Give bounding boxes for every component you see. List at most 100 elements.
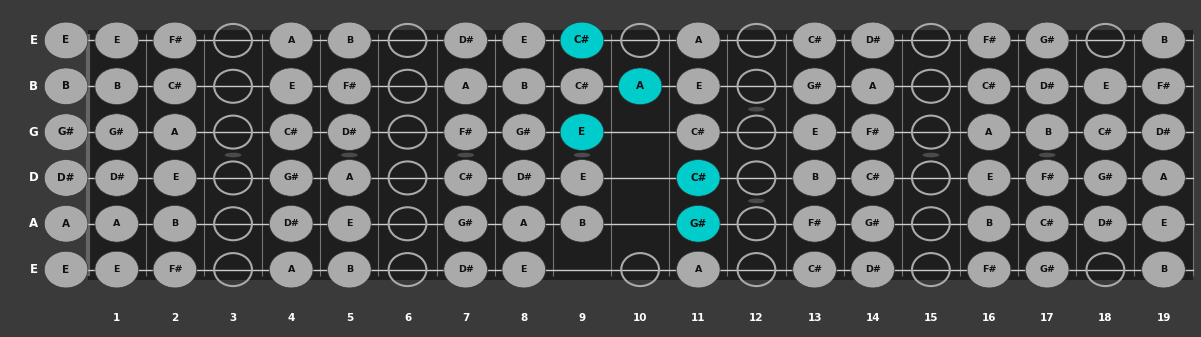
Ellipse shape <box>676 206 721 242</box>
Text: G#: G# <box>516 128 532 136</box>
Ellipse shape <box>153 114 197 150</box>
Text: E: E <box>288 82 294 91</box>
Ellipse shape <box>793 114 836 150</box>
Text: 18: 18 <box>1098 313 1112 324</box>
Ellipse shape <box>502 22 545 59</box>
Text: 11: 11 <box>691 313 705 324</box>
Ellipse shape <box>444 114 488 150</box>
Ellipse shape <box>1142 68 1185 104</box>
Ellipse shape <box>153 251 197 288</box>
Ellipse shape <box>1083 114 1128 150</box>
Ellipse shape <box>967 22 1011 59</box>
Ellipse shape <box>95 251 138 288</box>
Text: 15: 15 <box>924 313 938 324</box>
Ellipse shape <box>328 68 371 104</box>
FancyBboxPatch shape <box>88 30 1193 280</box>
Circle shape <box>225 153 241 157</box>
Text: E: E <box>30 34 37 47</box>
Ellipse shape <box>153 206 197 242</box>
Text: G#: G# <box>109 128 125 136</box>
Text: F#: F# <box>981 265 997 274</box>
Text: F#: F# <box>866 128 880 136</box>
Text: G#: G# <box>458 219 473 228</box>
Text: A: A <box>520 219 527 228</box>
Text: D#: D# <box>865 36 880 45</box>
Ellipse shape <box>95 160 138 196</box>
Ellipse shape <box>269 114 313 150</box>
Ellipse shape <box>269 68 313 104</box>
Text: F#: F# <box>459 128 473 136</box>
Ellipse shape <box>44 114 88 150</box>
Ellipse shape <box>676 160 721 196</box>
Ellipse shape <box>852 68 895 104</box>
Ellipse shape <box>1026 206 1069 242</box>
Text: A: A <box>637 81 644 91</box>
Ellipse shape <box>95 114 138 150</box>
Ellipse shape <box>560 160 604 196</box>
Ellipse shape <box>560 22 604 59</box>
Text: F#: F# <box>1157 82 1171 91</box>
Ellipse shape <box>328 251 371 288</box>
Text: E: E <box>986 174 992 182</box>
Text: D#: D# <box>341 128 358 136</box>
Text: B: B <box>986 219 992 228</box>
Text: D#: D# <box>1155 128 1171 136</box>
Ellipse shape <box>967 160 1011 196</box>
Text: A: A <box>113 219 120 228</box>
Ellipse shape <box>560 206 604 242</box>
Text: G#: G# <box>1039 265 1056 274</box>
Ellipse shape <box>153 22 197 59</box>
Text: 1: 1 <box>113 313 120 324</box>
Ellipse shape <box>852 251 895 288</box>
Text: B: B <box>1044 128 1051 136</box>
Text: F#: F# <box>342 82 357 91</box>
Circle shape <box>458 153 474 157</box>
Text: B: B <box>29 80 38 93</box>
Text: A: A <box>1160 174 1167 182</box>
Text: E: E <box>114 265 120 274</box>
Ellipse shape <box>269 22 313 59</box>
Ellipse shape <box>444 22 488 59</box>
Text: D#: D# <box>58 173 74 183</box>
Ellipse shape <box>676 68 721 104</box>
Text: 4: 4 <box>287 313 295 324</box>
Ellipse shape <box>153 160 197 196</box>
Ellipse shape <box>793 206 836 242</box>
Ellipse shape <box>676 251 721 288</box>
Ellipse shape <box>95 206 138 242</box>
Ellipse shape <box>502 206 545 242</box>
Text: B: B <box>811 174 818 182</box>
Ellipse shape <box>269 251 313 288</box>
Ellipse shape <box>1026 68 1069 104</box>
Text: A: A <box>172 128 179 136</box>
Text: C#: C# <box>807 265 823 274</box>
Ellipse shape <box>1083 206 1128 242</box>
Text: 8: 8 <box>520 313 527 324</box>
Text: D#: D# <box>458 265 473 274</box>
Text: B: B <box>520 82 527 91</box>
Text: B: B <box>172 219 179 228</box>
Ellipse shape <box>1026 114 1069 150</box>
Ellipse shape <box>852 206 895 242</box>
Ellipse shape <box>1026 251 1069 288</box>
Text: C#: C# <box>1098 128 1113 136</box>
Text: C#: C# <box>691 173 706 183</box>
Text: C#: C# <box>865 174 880 182</box>
Ellipse shape <box>269 160 313 196</box>
Text: 5: 5 <box>346 313 353 324</box>
Ellipse shape <box>793 22 836 59</box>
Ellipse shape <box>328 114 371 150</box>
Text: E: E <box>346 219 353 228</box>
Text: A: A <box>346 174 353 182</box>
Ellipse shape <box>1083 160 1128 196</box>
Text: 6: 6 <box>404 313 411 324</box>
Text: E: E <box>114 36 120 45</box>
Text: G#: G# <box>689 219 707 229</box>
Text: E: E <box>172 174 178 182</box>
Ellipse shape <box>444 160 488 196</box>
Text: 17: 17 <box>1040 313 1054 324</box>
Text: B: B <box>346 265 353 274</box>
Text: A: A <box>29 217 38 230</box>
Text: D#: D# <box>109 174 125 182</box>
Ellipse shape <box>560 114 604 150</box>
